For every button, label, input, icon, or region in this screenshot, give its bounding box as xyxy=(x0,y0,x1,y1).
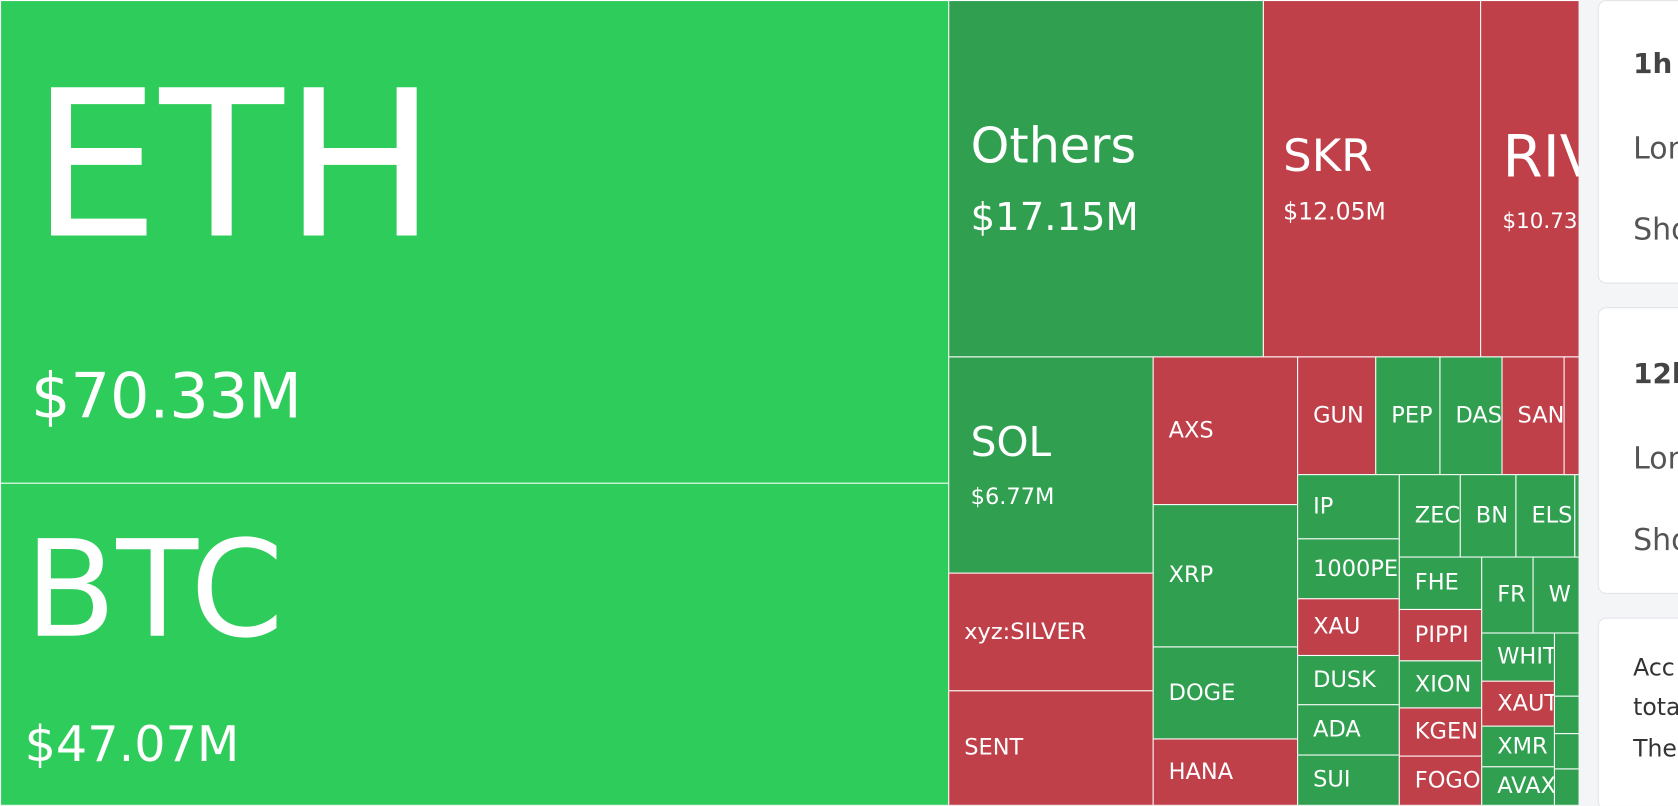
tile: GUN xyxy=(1297,356,1377,476)
tile-label: WHIT xyxy=(1497,643,1556,670)
tile-label: FHE xyxy=(1414,569,1459,596)
tile: SOL $6.77M xyxy=(948,356,1154,574)
card-line: tota xyxy=(1633,694,1678,722)
tile: RIV $10.73M xyxy=(1480,0,1579,358)
tile-label: AXS xyxy=(1168,417,1214,444)
tile: ADA xyxy=(1297,704,1400,756)
card: 1h Lon Sho xyxy=(1597,0,1678,284)
tile: HANA xyxy=(1152,738,1299,806)
tile: SENT xyxy=(948,690,1154,806)
tile: AXS xyxy=(1152,356,1299,506)
tile-label: XMR xyxy=(1497,733,1548,759)
tile-value: $17.15M xyxy=(970,195,1139,240)
tile: ELS xyxy=(1515,474,1576,558)
tile-value: $10.73M xyxy=(1502,207,1579,233)
tile: DAS xyxy=(1439,356,1503,476)
tile: FR xyxy=(1481,556,1534,634)
tile-label: PIPPI xyxy=(1414,621,1469,648)
tile-label: xyz:SILVER xyxy=(964,618,1087,645)
tile-value: $47.07M xyxy=(24,715,240,774)
tile: DOGE xyxy=(1152,646,1299,740)
card-title: 1h xyxy=(1633,48,1673,81)
tile: BTC $47.07M xyxy=(0,482,950,806)
tile: IP xyxy=(1297,474,1400,540)
tile-label: BN xyxy=(1475,502,1509,529)
tile-label: AVAX xyxy=(1497,772,1556,799)
tile xyxy=(1574,474,1579,558)
tile: XAU xyxy=(1297,598,1400,657)
tile-label: SAN xyxy=(1517,402,1565,429)
card: 12h Lon Sho xyxy=(1597,307,1678,594)
tile-label: ZEC xyxy=(1414,502,1461,529)
tile xyxy=(1553,632,1579,697)
tile: Others $17.15M xyxy=(948,0,1264,358)
tile: KGEN xyxy=(1398,707,1483,757)
tile-label: GUN xyxy=(1313,402,1364,429)
tile: ZEC xyxy=(1398,474,1461,558)
tile: FOGO xyxy=(1398,755,1483,806)
card-title: 12h xyxy=(1633,358,1678,391)
tile-label: XAUT xyxy=(1497,690,1556,716)
tile: XAUT xyxy=(1481,680,1556,727)
tile-label: Others xyxy=(970,116,1137,175)
card-line: Sho xyxy=(1633,522,1678,558)
tile: SAN xyxy=(1501,356,1565,476)
card-line: Lon xyxy=(1633,440,1678,477)
tile-label: 1000PE xyxy=(1313,555,1399,582)
tile-label: HANA xyxy=(1168,758,1234,785)
card-line: Lon xyxy=(1633,130,1678,166)
tile-label: DUSK xyxy=(1313,666,1376,693)
card-line: Acc xyxy=(1633,654,1675,682)
tile-label: SENT xyxy=(964,734,1024,761)
tile-value: $12.05M xyxy=(1283,199,1386,226)
tile-label: FOGO xyxy=(1414,767,1481,793)
treemap: ETH $70.33M BTC $47.07M Others $17.15M SKR $12.… xyxy=(0,0,1579,806)
card-line: Sho xyxy=(1633,211,1678,248)
tile-label: ETH xyxy=(31,46,437,284)
tile: W xyxy=(1532,556,1579,634)
tile-label: ADA xyxy=(1313,716,1361,743)
card: Acc tota The xyxy=(1597,617,1678,806)
tile: PIPPI xyxy=(1398,608,1483,662)
tile-label: SOL xyxy=(970,418,1052,466)
tile-label: PEP xyxy=(1391,402,1433,429)
tile-label: XAU xyxy=(1313,613,1361,640)
tile xyxy=(1563,356,1579,476)
tile-label: BTC xyxy=(24,512,284,668)
tile-label: RIV xyxy=(1502,123,1579,191)
tile: xyz:SILVER xyxy=(948,572,1154,692)
tile: BN xyxy=(1459,474,1517,558)
tile: WHIT xyxy=(1481,632,1556,682)
tile: XION xyxy=(1398,660,1483,709)
card-line: The xyxy=(1633,736,1677,764)
tile-label: FR xyxy=(1497,581,1526,608)
tile xyxy=(1553,733,1579,770)
tile xyxy=(1553,695,1579,735)
tile-label: IP xyxy=(1313,493,1334,519)
tile-label: DAS xyxy=(1455,402,1503,429)
tile: XRP xyxy=(1152,504,1299,648)
tile-label: DOGE xyxy=(1168,679,1236,706)
tile: SKR $12.05M xyxy=(1262,0,1482,358)
tile-label: XRP xyxy=(1168,562,1214,589)
tile-label: ELS xyxy=(1531,502,1573,529)
tile: 1000PE xyxy=(1297,538,1400,600)
tile-label: KGEN xyxy=(1414,718,1478,745)
tile xyxy=(1553,768,1579,806)
tile: FHE xyxy=(1398,556,1483,611)
tile-value: $6.77M xyxy=(970,483,1055,510)
tile: SUI xyxy=(1297,754,1400,806)
tile: ETH $70.33M xyxy=(0,0,950,484)
tile: DUSK xyxy=(1297,654,1400,706)
tile: AVAX xyxy=(1481,766,1556,806)
tile-label: XION xyxy=(1414,670,1472,697)
tile: XMR xyxy=(1481,725,1556,768)
tile-label: SUI xyxy=(1313,766,1351,793)
tile-value: $70.33M xyxy=(31,359,302,432)
tile-label: SKR xyxy=(1283,129,1373,182)
tile-label: W xyxy=(1548,581,1571,608)
tile: PEP xyxy=(1375,356,1441,476)
